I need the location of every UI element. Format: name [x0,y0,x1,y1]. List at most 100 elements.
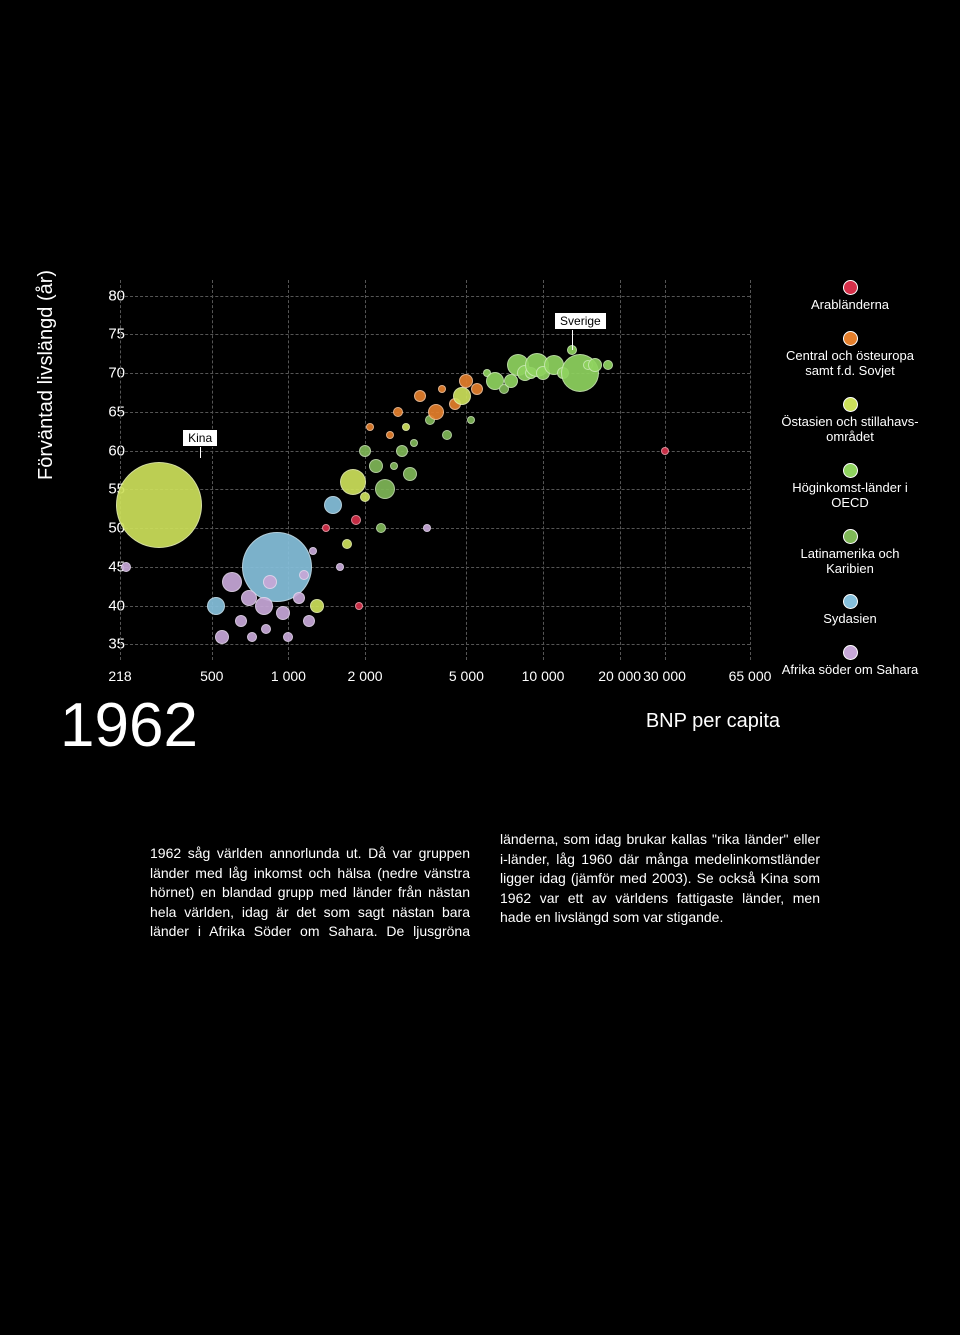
bubble [453,387,471,405]
bubble [276,606,290,620]
gridline-v [543,280,544,660]
x-tick-label: 65 000 [729,668,772,684]
x-tick-label: 218 [108,668,131,684]
callout-label: Sverige [554,312,607,330]
legend-item: Östasien och stillahavs-området [780,397,920,445]
bubble [116,462,202,548]
body-text: 1962 såg världen annorlunda ut. Då var g… [150,830,820,942]
callout-label: Kina [182,429,218,447]
y-tick-label: 40 [85,597,125,614]
bubble [355,602,363,610]
bubble [402,423,410,431]
bubble [375,479,395,499]
bubble [336,563,344,571]
bubble [661,447,669,455]
legend: Arabländerna Central och östeuropa samt f… [780,280,920,696]
bubble [310,599,324,613]
bubble [376,523,386,533]
bubble [390,462,398,470]
bubble [247,632,257,642]
legend-label: Östasien och stillahavs-området [780,415,920,445]
x-tick-label: 20 000 [598,668,641,684]
bubble [351,515,361,525]
gridline-v [288,280,289,660]
gridline-h [120,373,750,374]
legend-dot [843,645,858,660]
legend-dot [843,594,858,609]
legend-item: Höginkomst-länder i OECD [780,463,920,511]
y-tick-label: 80 [85,287,125,304]
x-tick-label: 500 [200,668,223,684]
bubble [393,407,403,417]
bubble [428,404,444,420]
bubble [121,562,131,572]
gridline-h [120,489,750,490]
x-tick-label: 2 000 [348,668,383,684]
bubble [293,592,305,604]
bubble [303,615,315,627]
bubble [340,469,366,495]
y-tick-label: 65 [85,403,125,420]
legend-item: Sydasien [780,594,920,627]
bubble [322,524,330,532]
gridline-h [120,644,750,645]
gridline-h [120,567,750,568]
gridline-v [466,280,467,660]
bubble [403,467,417,481]
bubble [263,575,277,589]
bubble [467,416,475,424]
bubble [386,431,394,439]
x-axis-label: BNP per capita [646,710,780,733]
chart: Förväntad livslängd (år) 354045505560657… [40,280,920,750]
bubble [369,459,383,473]
bubble [414,390,426,402]
legend-dot [843,529,858,544]
legend-label: Central och östeuropa samt f.d. Sovjet [780,349,920,379]
gridline-h [120,334,750,335]
y-axis-label: Förväntad livslängd (år) [35,270,58,480]
legend-dot [843,463,858,478]
y-tick-label: 35 [85,636,125,653]
bubble [360,492,370,502]
gridline-v [620,280,621,660]
gridline-v [665,280,666,660]
legend-item: Central och östeuropa samt f.d. Sovjet [780,331,920,379]
bubble [603,360,613,370]
gridline-h [120,528,750,529]
bubble [207,597,225,615]
legend-dot [843,397,858,412]
bubble [438,385,446,393]
x-tick-label: 30 000 [643,668,686,684]
gridline-v [750,280,751,660]
page: Förväntad livslängd (år) 354045505560657… [0,0,960,1335]
bubble [283,632,293,642]
bubble [342,539,352,549]
bubble [366,423,374,431]
legend-label: Sydasien [780,612,920,627]
body-paragraph: 1962 såg världen annorlunda ut. Då var g… [150,830,820,942]
y-tick-label: 75 [85,326,125,343]
bubble [359,445,371,457]
bubble [396,445,408,457]
legend-label: Arabländerna [780,298,920,313]
y-tick-label: 70 [85,365,125,382]
bubble [222,572,242,592]
bubble [442,430,452,440]
callout-line [200,447,201,459]
gridline-h [120,451,750,452]
bubble [261,624,271,634]
bubble [255,597,273,615]
legend-dot [843,280,858,295]
gridline-h [120,296,750,297]
y-tick-label: 45 [85,558,125,575]
y-tick-label: 60 [85,442,125,459]
legend-dot [843,331,858,346]
gridline-v [120,280,121,660]
legend-label: Latinamerika och Karibien [780,547,920,577]
legend-item: Afrika söder om Sahara [780,645,920,678]
legend-label: Höginkomst-länder i OECD [780,481,920,511]
bubble [215,630,229,644]
x-tick-label: 10 000 [522,668,565,684]
bubble [410,439,418,447]
x-tick-label: 5 000 [449,668,484,684]
